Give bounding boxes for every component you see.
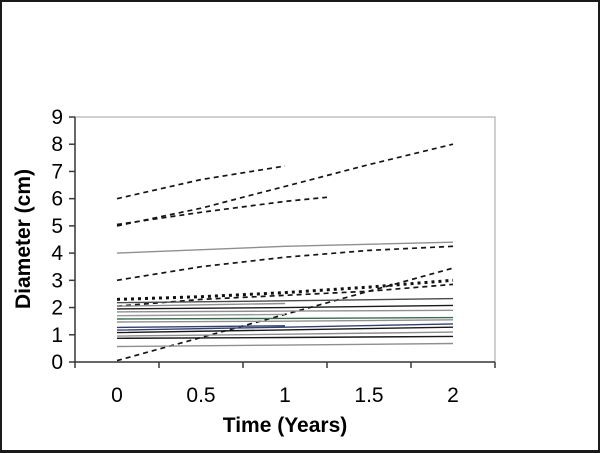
series-line-solid-3 [116,302,286,307]
series-line-dashed-4 [116,245,454,282]
x-tick-label: 1.5 [354,384,383,407]
series-line-solid-4 [116,304,454,310]
x-tick-label: 2 [447,384,459,407]
y-tick-label: 8 [51,133,63,156]
series-line-solid-7 [116,316,454,320]
y-axis-title: Diameter (cm) [12,168,35,310]
y-tick-label: 6 [51,188,63,211]
y-tick-label: 1 [51,324,63,347]
series-line-solid-12 [116,331,454,337]
y-tick-label: 5 [51,215,63,238]
y-tick-label: 4 [51,242,63,265]
series-line-solid-1 [116,241,454,254]
x-tick-label: 1 [279,384,291,407]
series-line-solid-5 [116,309,454,313]
x-tick-label: 0 [111,384,123,407]
series-line-solid-6 [116,313,286,317]
x-axis-title: Time (Years) [222,414,348,437]
series-line-dashed-3 [116,196,328,226]
series-line-solid-14 [116,342,454,348]
y-tick-label: 9 [51,106,63,129]
y-tick-label: 3 [51,269,63,292]
series-line-solid-2 [116,297,454,304]
series-line-dashed-2 [116,143,454,227]
series-line-solid-11 [116,326,454,334]
plot-border [74,116,496,363]
series-line-solid-9 [116,325,286,329]
series-line-bold-dotted-1 [116,278,454,301]
series-line-solid-10 [116,323,454,331]
series-line-dashed-1 [116,165,286,200]
y-tick-label: 7 [51,160,63,183]
series-line-solid-13 [116,335,454,339]
y-tick-label: 2 [51,297,63,320]
y-tick-label: 0 [51,351,63,374]
series-line-solid-8 [116,319,454,323]
x-tick-label: 0.5 [186,384,215,407]
series-line-dashed-5 [116,283,454,308]
